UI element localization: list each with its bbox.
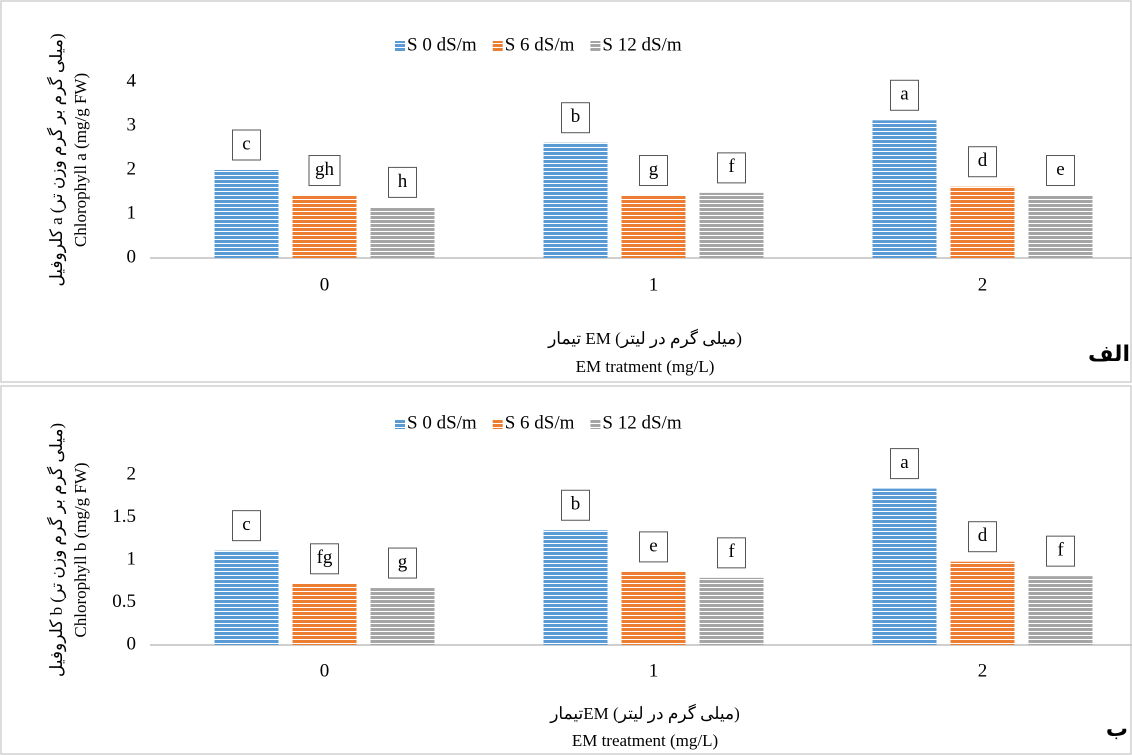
letter-box bbox=[232, 510, 261, 542]
letter-box bbox=[561, 489, 590, 521]
bar bbox=[292, 583, 357, 645]
y-axis-label: کلروفیل a (میلی گرم بر گرم وزن تر)Chloro… bbox=[46, 33, 90, 286]
significance-letter: b bbox=[571, 106, 581, 127]
legend-swatch bbox=[492, 41, 503, 51]
legend-label: S 0 dS/m bbox=[407, 34, 477, 55]
significance-letter: fg bbox=[317, 547, 333, 568]
y-tick-label: 4 bbox=[127, 70, 137, 91]
significance-letter: f bbox=[728, 541, 735, 562]
letter-box bbox=[1046, 155, 1075, 187]
significance-letter: g bbox=[649, 159, 659, 180]
bar bbox=[1028, 576, 1093, 645]
x-tick-label: 2 bbox=[978, 660, 988, 681]
letter-box bbox=[308, 155, 341, 187]
significance-letter: b bbox=[571, 494, 581, 515]
legend-swatch bbox=[590, 41, 601, 51]
bar bbox=[1028, 195, 1093, 258]
x-axis-label-line: تیمار EM (میلی گرم در لیتر) bbox=[547, 328, 742, 349]
x-axis-label-line: EM treatment (mg/L) bbox=[572, 731, 718, 750]
letter-box bbox=[388, 547, 417, 579]
y-tick-label: 2 bbox=[127, 463, 137, 484]
significance-letter: e bbox=[1056, 159, 1064, 180]
y-tick-label: 1 bbox=[127, 548, 137, 569]
panel-label: الف bbox=[1088, 342, 1130, 367]
bar bbox=[950, 561, 1015, 645]
bar bbox=[543, 142, 608, 258]
bar bbox=[699, 192, 764, 258]
legend-label: S 12 dS/m bbox=[602, 412, 681, 433]
legend-label: S 6 dS/m bbox=[505, 34, 575, 55]
significance-letter: e bbox=[649, 535, 657, 556]
y-tick-label: 0.5 bbox=[112, 591, 136, 612]
x-axis-label-line: تیمارEM (میلی گرم در لیتر) bbox=[549, 703, 740, 724]
x-tick-label: 0 bbox=[320, 274, 330, 295]
panel-label: ب bbox=[1106, 717, 1128, 742]
letter-box bbox=[388, 166, 417, 198]
x-axis-label-line: EM tratment (mg/L) bbox=[576, 357, 715, 376]
legend-swatch bbox=[395, 419, 405, 429]
legend-swatch bbox=[590, 419, 601, 429]
bar bbox=[621, 571, 686, 645]
x-tick-label: 1 bbox=[649, 660, 659, 681]
significance-letter: c bbox=[242, 133, 250, 154]
bar bbox=[214, 170, 279, 258]
significance-letter: f bbox=[728, 156, 735, 177]
bar bbox=[543, 530, 608, 645]
significance-letter: a bbox=[900, 452, 909, 473]
bar bbox=[214, 550, 279, 645]
x-tick-label: 2 bbox=[978, 274, 988, 295]
significance-letter: a bbox=[900, 84, 909, 105]
legend-swatch bbox=[395, 41, 405, 51]
y-tick-label: 0 bbox=[127, 246, 137, 267]
y-axis-label-line: کلروفیل b (میلی گرم بر گرم وزن تر) bbox=[46, 423, 67, 677]
y-axis-label: کلروفیل b (میلی گرم بر گرم وزن تر)Chloro… bbox=[46, 423, 90, 677]
legend-label: S 12 dS/m bbox=[602, 34, 681, 55]
x-tick-label: 0 bbox=[320, 660, 330, 681]
legend-swatch bbox=[492, 419, 503, 429]
y-axis-label-line: Chlorophyll b (mg/g FW) bbox=[71, 462, 90, 637]
significance-letter: gh bbox=[315, 159, 335, 180]
letter-box bbox=[968, 521, 997, 553]
letter-box bbox=[310, 543, 339, 575]
significance-letter: f bbox=[1057, 540, 1064, 561]
bar bbox=[699, 577, 764, 645]
letter-box bbox=[561, 102, 590, 134]
letter-box bbox=[890, 448, 919, 480]
bar bbox=[872, 120, 937, 258]
significance-letter: d bbox=[978, 150, 988, 171]
letter-box bbox=[232, 129, 261, 161]
significance-letter: g bbox=[398, 551, 408, 572]
letter-box bbox=[890, 79, 919, 111]
y-tick-label: 3 bbox=[127, 114, 137, 135]
significance-letter: c bbox=[242, 514, 250, 535]
significance-letter: h bbox=[398, 171, 408, 192]
legend-label: S 6 dS/m bbox=[505, 412, 575, 433]
letter-box bbox=[717, 152, 746, 184]
letter-box bbox=[639, 155, 668, 187]
letter-box bbox=[717, 537, 746, 569]
y-tick-label: 1.5 bbox=[112, 506, 136, 527]
significance-letter: d bbox=[978, 525, 988, 546]
y-tick-label: 2 bbox=[127, 158, 137, 179]
letter-box bbox=[968, 146, 997, 178]
letter-box bbox=[639, 531, 668, 563]
y-axis-label-line: Chlorophyll a (mg/g FW) bbox=[71, 73, 90, 247]
y-axis-label-line: کلروفیل a (میلی گرم بر گرم وزن تر) bbox=[46, 33, 67, 286]
bar bbox=[872, 488, 937, 645]
bar bbox=[621, 195, 686, 258]
bar bbox=[950, 186, 1015, 258]
x-tick-label: 1 bbox=[649, 274, 659, 295]
legend-label: S 0 dS/m bbox=[407, 412, 477, 433]
y-tick-label: 0 bbox=[127, 633, 137, 654]
bar bbox=[292, 195, 357, 258]
y-tick-label: 1 bbox=[127, 202, 137, 223]
bar bbox=[370, 207, 435, 258]
bar bbox=[370, 588, 435, 645]
letter-box bbox=[1046, 535, 1075, 567]
